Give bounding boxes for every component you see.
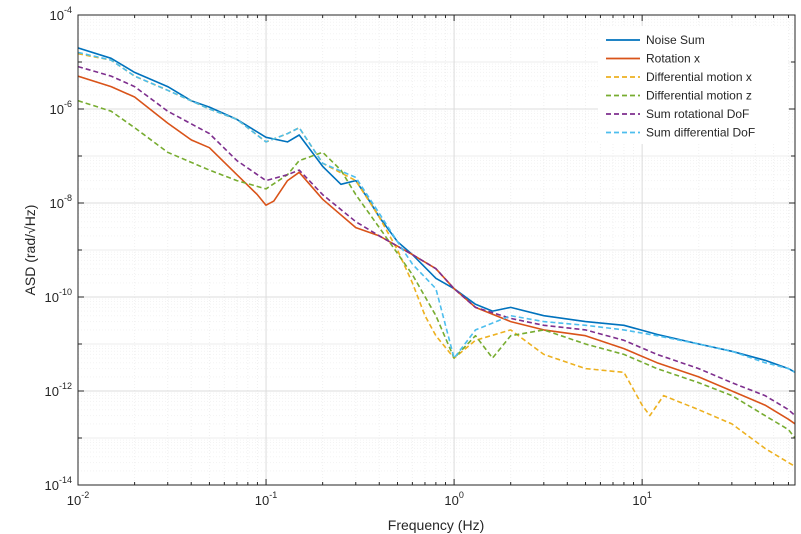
x-tick-label: 10-1 (255, 490, 277, 508)
legend-box (598, 26, 788, 144)
y-tick-label: 10-14 (45, 475, 72, 493)
legend-label: Noise Sum (646, 33, 705, 47)
legend-label: Sum differential DoF (646, 126, 755, 140)
y-tick-label: 10-6 (50, 99, 72, 117)
x-axis-label: Frequency (Hz) (388, 517, 484, 533)
series-line-sum-differential-dof (78, 51, 795, 373)
legend-label: Rotation x (646, 52, 700, 66)
y-tick-label: 10-4 (50, 5, 72, 23)
legend: Noise Sum Rotation x Differential motion x… (598, 26, 788, 144)
x-tick-label: 10-2 (67, 490, 89, 508)
y-tick-labels: 10-14 10-12 10-10 10-8 10-6 10-4 (45, 5, 72, 493)
x-tick-labels: 10-2 10-1 100 101 (67, 490, 652, 508)
y-tick-label: 10-10 (45, 287, 72, 305)
legend-label: Sum rotational DoF (646, 107, 749, 121)
y-tick-label: 10-12 (45, 381, 72, 399)
series-line-sum-rotational-dof (78, 65, 795, 417)
x-tick-label: 101 (632, 490, 651, 508)
x-tick-label: 100 (444, 490, 463, 508)
y-axis-label: ASD (rad/√Hz) (22, 205, 38, 296)
series-line-differential-motion-z (78, 99, 795, 439)
legend-label: Differential motion x (646, 70, 752, 84)
plot-lines (78, 47, 795, 467)
legend-label: Differential motion z (646, 89, 752, 103)
y-tick-label: 10-8 (50, 193, 72, 211)
axis-ticks (77, 14, 795, 486)
